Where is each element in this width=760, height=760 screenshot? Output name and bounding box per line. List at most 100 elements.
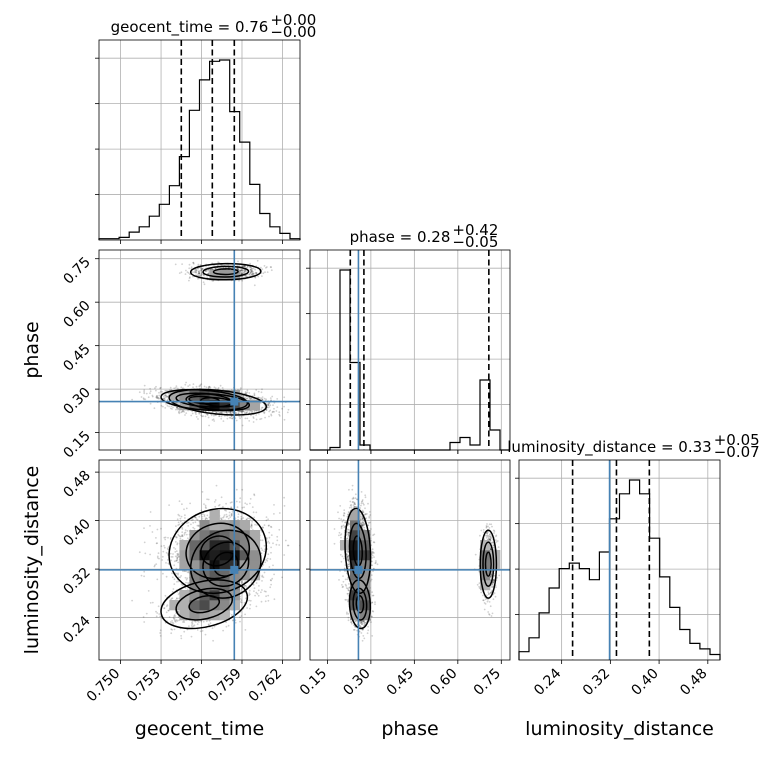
sample-point — [248, 594, 251, 597]
sample-point — [250, 273, 253, 276]
sample-point — [240, 410, 242, 413]
sample-point — [239, 620, 241, 623]
sample-point — [174, 548, 177, 550]
sample-point — [227, 411, 230, 414]
sample-point — [200, 271, 203, 274]
sample-point — [251, 272, 254, 275]
sample-point — [268, 415, 270, 418]
sample-point — [214, 267, 217, 270]
sample-point — [230, 515, 233, 517]
sample-point — [198, 412, 201, 415]
sample-point — [159, 615, 162, 618]
sample-point — [242, 396, 245, 398]
sample-point — [169, 386, 172, 389]
sample-point — [231, 411, 234, 413]
sample-point — [205, 386, 208, 389]
sample-point — [198, 274, 201, 277]
sample-point — [180, 637, 183, 640]
density-bin — [249, 400, 261, 411]
sample-point — [189, 276, 191, 279]
sample-point — [253, 587, 256, 590]
sample-point — [189, 273, 191, 276]
sample-point — [244, 274, 247, 277]
sample-point — [267, 404, 270, 406]
sample-point — [270, 266, 272, 269]
sample-point — [269, 397, 272, 399]
sample-point — [144, 552, 147, 555]
sample-point — [225, 411, 228, 413]
sample-point — [251, 273, 254, 276]
sample-point — [241, 279, 244, 282]
sample-point — [158, 394, 161, 397]
sample-point — [191, 621, 193, 624]
sample-point — [153, 407, 156, 410]
sample-point — [195, 416, 198, 418]
sample-point — [194, 268, 197, 271]
sample-point — [261, 398, 264, 401]
sample-point — [191, 271, 194, 273]
sample-point — [260, 547, 263, 550]
sample-point — [131, 398, 134, 401]
sample-point — [260, 408, 263, 411]
sample-point — [194, 270, 197, 273]
sample-point — [237, 267, 240, 270]
sample-point — [171, 556, 174, 558]
sample-point — [207, 272, 210, 275]
sample-point — [241, 424, 244, 427]
sample-point — [237, 260, 239, 263]
sample-point — [178, 410, 181, 413]
sample-point — [242, 410, 244, 413]
sample-point — [253, 392, 256, 395]
sample-point — [240, 518, 243, 521]
sample-point — [252, 272, 255, 275]
sample-point — [278, 413, 281, 416]
sample-point — [229, 516, 232, 518]
sample-point — [263, 571, 266, 574]
sample-point — [234, 412, 237, 415]
sample-point — [171, 408, 173, 410]
sample-point — [192, 271, 195, 273]
sample-point — [194, 271, 197, 274]
sample-point — [229, 412, 232, 414]
sample-point — [222, 516, 224, 519]
sample-point — [192, 526, 195, 529]
sample-point — [228, 511, 231, 514]
sample-point — [261, 275, 263, 277]
sample-point — [239, 387, 242, 390]
sample-point — [174, 541, 177, 543]
sample-point — [215, 411, 218, 414]
sample-point — [264, 561, 267, 564]
sample-point — [269, 266, 272, 268]
sample-point — [221, 411, 224, 413]
sample-point — [187, 570, 190, 573]
sample-point — [172, 588, 175, 590]
sample-point — [182, 387, 184, 390]
sample-point — [238, 415, 241, 418]
sample-point — [200, 269, 203, 272]
sample-point — [165, 395, 168, 397]
sample-point — [159, 390, 162, 393]
sample-point — [202, 281, 205, 284]
sample-point — [248, 392, 251, 394]
sample-point — [249, 272, 252, 275]
sample-point — [210, 268, 213, 271]
sample-point — [163, 397, 165, 400]
sample-point — [252, 270, 254, 273]
sample-point — [257, 396, 260, 399]
sample-point — [165, 551, 168, 554]
sample-point — [172, 616, 175, 619]
sample-point — [170, 405, 173, 408]
sample-point — [205, 620, 208, 623]
sample-point — [246, 397, 249, 400]
sample-point — [213, 386, 216, 389]
sample-point — [173, 546, 175, 549]
sample-point — [151, 394, 154, 397]
sample-point — [262, 564, 265, 566]
sample-point — [253, 393, 256, 396]
density-bin — [179, 400, 190, 411]
sample-point — [246, 607, 249, 609]
sample-point — [254, 398, 256, 401]
sample-point — [251, 274, 254, 276]
sample-point — [206, 269, 208, 272]
sample-point — [251, 272, 254, 275]
